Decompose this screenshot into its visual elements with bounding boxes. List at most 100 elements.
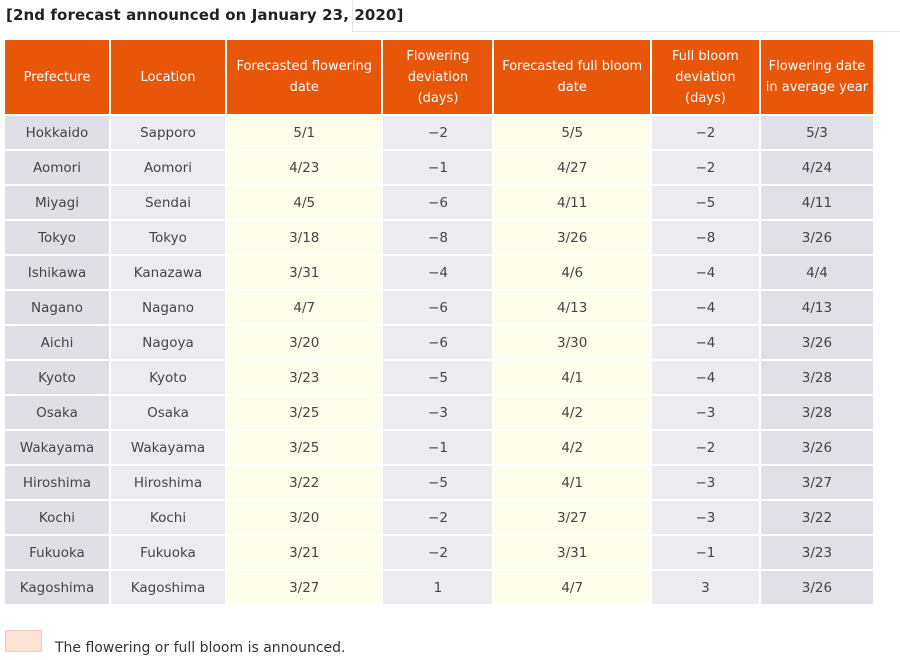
header-flowering-date-average-year: Flowering date in average year	[760, 40, 873, 114]
header-location: Location	[110, 40, 226, 114]
cell-flowering-deviation: −1	[383, 431, 493, 464]
cell-prefecture: Hokkaido	[5, 116, 109, 149]
cell-forecasted-full-bloom-date: 4/1	[494, 466, 650, 499]
cell-flowering-deviation: −6	[383, 186, 493, 219]
header-forecasted-full-bloom-date: Forecasted full bloom date	[494, 40, 650, 114]
cell-flowering-date-average-year: 4/11	[760, 186, 873, 219]
cell-flowering-date-average-year: 5/3	[760, 116, 873, 149]
table-row: Osaka Osaka 3/25 −3 4/2 −3 3/28	[5, 396, 873, 429]
cell-prefecture: Tokyo	[5, 221, 109, 254]
cell-full-bloom-deviation: −2	[651, 431, 759, 464]
cell-full-bloom-deviation: −4	[651, 326, 759, 359]
cell-prefecture: Kyoto	[5, 361, 109, 394]
cell-forecasted-full-bloom-date: 4/2	[494, 431, 650, 464]
cell-forecasted-full-bloom-date: 4/27	[494, 151, 650, 184]
cell-prefecture: Ishikawa	[5, 256, 109, 289]
cell-forecasted-full-bloom-date: 4/1	[494, 361, 650, 394]
cell-flowering-deviation: −5	[383, 466, 493, 499]
cell-location: Tokyo	[110, 221, 226, 254]
cell-prefecture: Aichi	[5, 326, 109, 359]
table-row: Wakayama Wakayama 3/25 −1 4/2 −2 3/26	[5, 431, 873, 464]
cell-full-bloom-deviation: −5	[651, 186, 759, 219]
heading-divider	[352, 0, 900, 32]
cell-flowering-date-average-year: 3/28	[760, 361, 873, 394]
table-header-row: Prefecture Location Forecasted flowering…	[5, 40, 873, 114]
header-full-bloom-deviation: Full bloom deviation (days)	[651, 40, 759, 114]
cell-forecasted-flowering-date: 3/25	[227, 431, 382, 464]
cell-full-bloom-deviation: −4	[651, 361, 759, 394]
cell-forecasted-full-bloom-date: 4/13	[494, 291, 650, 324]
cell-location: Wakayama	[110, 431, 226, 464]
cell-forecasted-flowering-date: 4/7	[227, 291, 382, 324]
cell-prefecture: Kagoshima	[5, 571, 109, 604]
cell-forecasted-full-bloom-date: 3/30	[494, 326, 650, 359]
cell-full-bloom-deviation: −4	[651, 291, 759, 324]
table-row: Kyoto Kyoto 3/23 −5 4/1 −4 3/28	[5, 361, 873, 394]
table-row: Hiroshima Hiroshima 3/22 −5 4/1 −3 3/27	[5, 466, 873, 499]
cell-location: Nagano	[110, 291, 226, 324]
cell-forecasted-flowering-date: 3/20	[227, 326, 382, 359]
cell-forecasted-flowering-date: 3/20	[227, 501, 382, 534]
cell-forecasted-full-bloom-date: 4/11	[494, 186, 650, 219]
cell-forecasted-flowering-date: 3/27	[227, 571, 382, 604]
cell-forecasted-full-bloom-date: 3/31	[494, 536, 650, 569]
cell-prefecture: Kochi	[5, 501, 109, 534]
cell-forecasted-flowering-date: 3/23	[227, 361, 382, 394]
cell-flowering-date-average-year: 4/4	[760, 256, 873, 289]
cell-forecasted-flowering-date: 4/5	[227, 186, 382, 219]
cell-forecasted-full-bloom-date: 4/7	[494, 571, 650, 604]
cell-location: Kochi	[110, 501, 226, 534]
table-row: Ishikawa Kanazawa 3/31 −4 4/6 −4 4/4	[5, 256, 873, 289]
cell-flowering-date-average-year: 3/26	[760, 431, 873, 464]
cell-full-bloom-deviation: −2	[651, 116, 759, 149]
cell-location: Hiroshima	[110, 466, 226, 499]
cell-prefecture: Osaka	[5, 396, 109, 429]
cell-flowering-deviation: −2	[383, 501, 493, 534]
cell-flowering-date-average-year: 3/23	[760, 536, 873, 569]
table-row: Aichi Nagoya 3/20 −6 3/30 −4 3/26	[5, 326, 873, 359]
cell-location: Kyoto	[110, 361, 226, 394]
cell-flowering-deviation: −1	[383, 151, 493, 184]
cell-prefecture: Fukuoka	[5, 536, 109, 569]
cell-location: Kanazawa	[110, 256, 226, 289]
cell-flowering-deviation: −6	[383, 291, 493, 324]
cell-forecasted-flowering-date: 3/31	[227, 256, 382, 289]
cell-forecasted-full-bloom-date: 4/2	[494, 396, 650, 429]
cell-flowering-deviation: −5	[383, 361, 493, 394]
cell-forecasted-flowering-date: 4/23	[227, 151, 382, 184]
table-row: Kagoshima Kagoshima 3/27 1 4/7 3 3/26	[5, 571, 873, 604]
forecast-table: Prefecture Location Forecasted flowering…	[3, 38, 875, 606]
cell-full-bloom-deviation: −3	[651, 396, 759, 429]
cell-prefecture: Miyagi	[5, 186, 109, 219]
table-row: Tokyo Tokyo 3/18 −8 3/26 −8 3/26	[5, 221, 873, 254]
cell-flowering-date-average-year: 4/13	[760, 291, 873, 324]
cell-flowering-deviation: 1	[383, 571, 493, 604]
cell-flowering-date-average-year: 4/24	[760, 151, 873, 184]
cell-location: Nagoya	[110, 326, 226, 359]
cell-flowering-date-average-year: 3/28	[760, 396, 873, 429]
cell-forecasted-flowering-date: 3/21	[227, 536, 382, 569]
table-row: Kochi Kochi 3/20 −2 3/27 −3 3/22	[5, 501, 873, 534]
cell-forecasted-full-bloom-date: 3/26	[494, 221, 650, 254]
cell-location: Aomori	[110, 151, 226, 184]
cell-forecasted-full-bloom-date: 4/6	[494, 256, 650, 289]
cell-forecasted-flowering-date: 3/18	[227, 221, 382, 254]
cell-flowering-date-average-year: 3/26	[760, 571, 873, 604]
cell-location: Fukuoka	[110, 536, 226, 569]
cell-prefecture: Nagano	[5, 291, 109, 324]
page-title: [2nd forecast announced on January 23, 2…	[6, 6, 404, 24]
table-row: Nagano Nagano 4/7 −6 4/13 −4 4/13	[5, 291, 873, 324]
cell-flowering-date-average-year: 3/22	[760, 501, 873, 534]
cell-forecasted-flowering-date: 5/1	[227, 116, 382, 149]
cell-location: Sapporo	[110, 116, 226, 149]
legend-swatch	[5, 630, 42, 652]
cell-flowering-deviation: −3	[383, 396, 493, 429]
header-flowering-deviation: Flowering deviation (days)	[383, 40, 493, 114]
cell-forecasted-flowering-date: 3/25	[227, 396, 382, 429]
cell-flowering-deviation: −2	[383, 116, 493, 149]
table-row: Aomori Aomori 4/23 −1 4/27 −2 4/24	[5, 151, 873, 184]
cell-prefecture: Aomori	[5, 151, 109, 184]
cell-prefecture: Wakayama	[5, 431, 109, 464]
cell-flowering-deviation: −4	[383, 256, 493, 289]
cell-forecasted-full-bloom-date: 3/27	[494, 501, 650, 534]
